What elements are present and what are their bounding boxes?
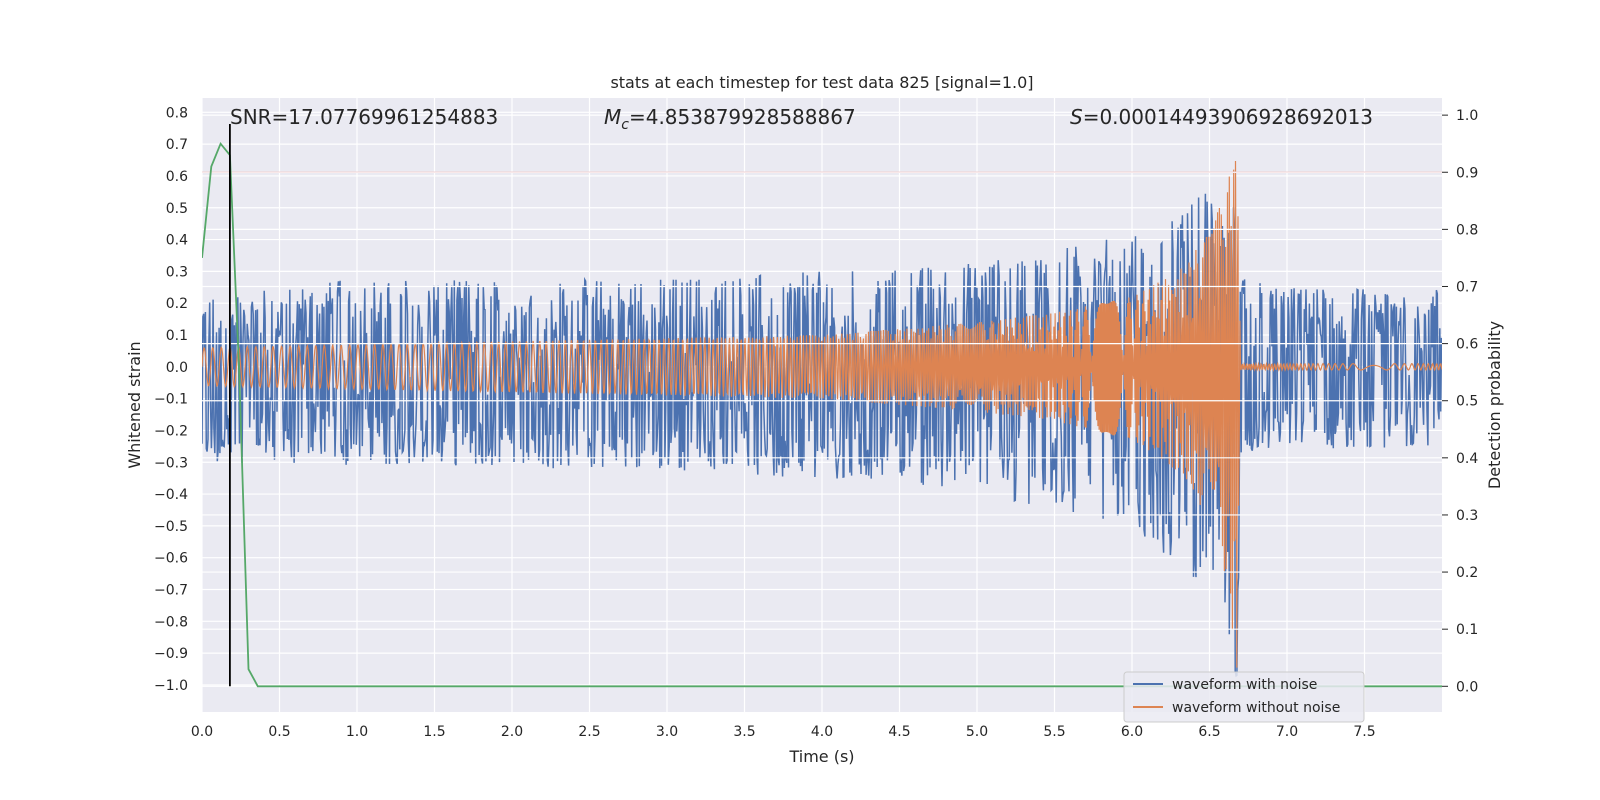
x-tick-label: 2.5	[578, 724, 600, 740]
legend: waveform with noise waveform without noi…	[1123, 671, 1365, 723]
y2-tick-label: 0.3	[1456, 508, 1478, 524]
series-group	[202, 114, 1442, 688]
legend-entry-clean: waveform without noise	[1172, 700, 1340, 716]
x-tick-label: 6.5	[1198, 724, 1220, 740]
y2-tick-label: 0.4	[1456, 451, 1478, 467]
y-tick-label: 0.1	[166, 328, 188, 344]
s-statistic-symbol: S	[1070, 105, 1083, 129]
y-tick-label: 0.4	[166, 233, 188, 249]
y-tick-label: 0.3	[166, 264, 188, 280]
chirp-mass-annotation: Mc=4.853879928588867	[604, 105, 856, 133]
y-tick-label: 0.5	[166, 201, 188, 217]
y-tick-label: −0.3	[154, 455, 188, 471]
y-tick-label: −0.8	[154, 614, 188, 630]
y-tick-label: −0.1	[154, 392, 188, 408]
snr-annotation: SNR=17.07769961254883	[230, 105, 498, 129]
chart-title: stats at each timestep for test data 825…	[610, 73, 1033, 92]
x-axis: 0.0 0.5 1.0 1.5 2.0 2.5 3.0 3.5 4.0 4.5 5.0 5.5 6.0 6…	[191, 724, 1376, 740]
y2-tick-label: 0.7	[1456, 279, 1478, 295]
s-statistic-value: =0.0001449390692869201​3	[1083, 105, 1373, 129]
x-tick-label: 5.5	[1043, 724, 1065, 740]
y2-tick-label: 0.5	[1456, 394, 1478, 410]
y-axis-label: Whitened strain	[125, 341, 144, 468]
legend-entry-noise: waveform with noise	[1172, 677, 1317, 693]
x-tick-label: 4.5	[888, 724, 910, 740]
y-tick-label: −0.7	[154, 583, 188, 599]
y2-tick-label: 1.0	[1456, 108, 1478, 124]
y-tick-label: −1.0	[154, 678, 188, 694]
x-tick-label: 3.5	[733, 724, 755, 740]
chirp-mass-value: =4.853879928588867	[629, 105, 856, 129]
x-tick-label: 5.0	[966, 724, 988, 740]
s-statistic-annotation: S=0.0001449390692869201​3	[1070, 105, 1373, 129]
y2-axis-label: Detection probability	[1485, 321, 1504, 489]
y2-tick-label: 0.2	[1456, 565, 1478, 581]
y-tick-label: −0.4	[154, 487, 188, 503]
x-tick-label: 7.5	[1353, 724, 1375, 740]
x-tick-label: 1.5	[423, 724, 445, 740]
legend-box	[1123, 671, 1365, 723]
x-tick-label: 0.0	[191, 724, 213, 740]
y-tick-label: −0.2	[154, 423, 188, 439]
x-axis-label: Time (s)	[788, 747, 854, 766]
y2-tick-label: 0.6	[1456, 337, 1478, 353]
y-tick-label: −0.5	[154, 519, 188, 535]
x-tick-label: 7.0	[1276, 724, 1298, 740]
x-tick-label: 4.0	[811, 724, 833, 740]
x-tick-label: 0.5	[268, 724, 290, 740]
y-tick-label: −0.9	[154, 646, 188, 662]
x-tick-label: 6.0	[1121, 724, 1143, 740]
y2-axis: 1.0 0.9 0.8 0.7 0.6 0.5 0.4 0.3 0.2 0.1 0.0	[1442, 108, 1478, 695]
y-tick-label: −0.6	[154, 551, 188, 567]
x-tick-label: 3.0	[656, 724, 678, 740]
y-axis: 0.8 0.7 0.6 0.5 0.4 0.3 0.2 0.1 0.0 −0.1 −0.2 −0.3 −…	[154, 105, 188, 694]
x-tick-label: 2.0	[501, 724, 523, 740]
chirp-mass-symbol: M	[604, 105, 621, 129]
series-detection-probability	[202, 141, 1442, 688]
y-tick-label: 0.8	[166, 105, 188, 121]
y-tick-label: 0.0	[166, 360, 188, 376]
y-tick-label: 0.6	[166, 169, 188, 185]
y-tick-label: 0.7	[166, 137, 188, 153]
y2-tick-label: 0.1	[1456, 622, 1478, 638]
chirp-mass-subscript: c	[621, 117, 629, 133]
y-tick-label: 0.2	[166, 296, 188, 312]
y2-tick-label: 0.8	[1456, 222, 1478, 238]
y2-tick-label: 0.9	[1456, 165, 1478, 181]
x-tick-label: 1.0	[346, 724, 368, 740]
y2-tick-label: 0.0	[1456, 679, 1478, 695]
